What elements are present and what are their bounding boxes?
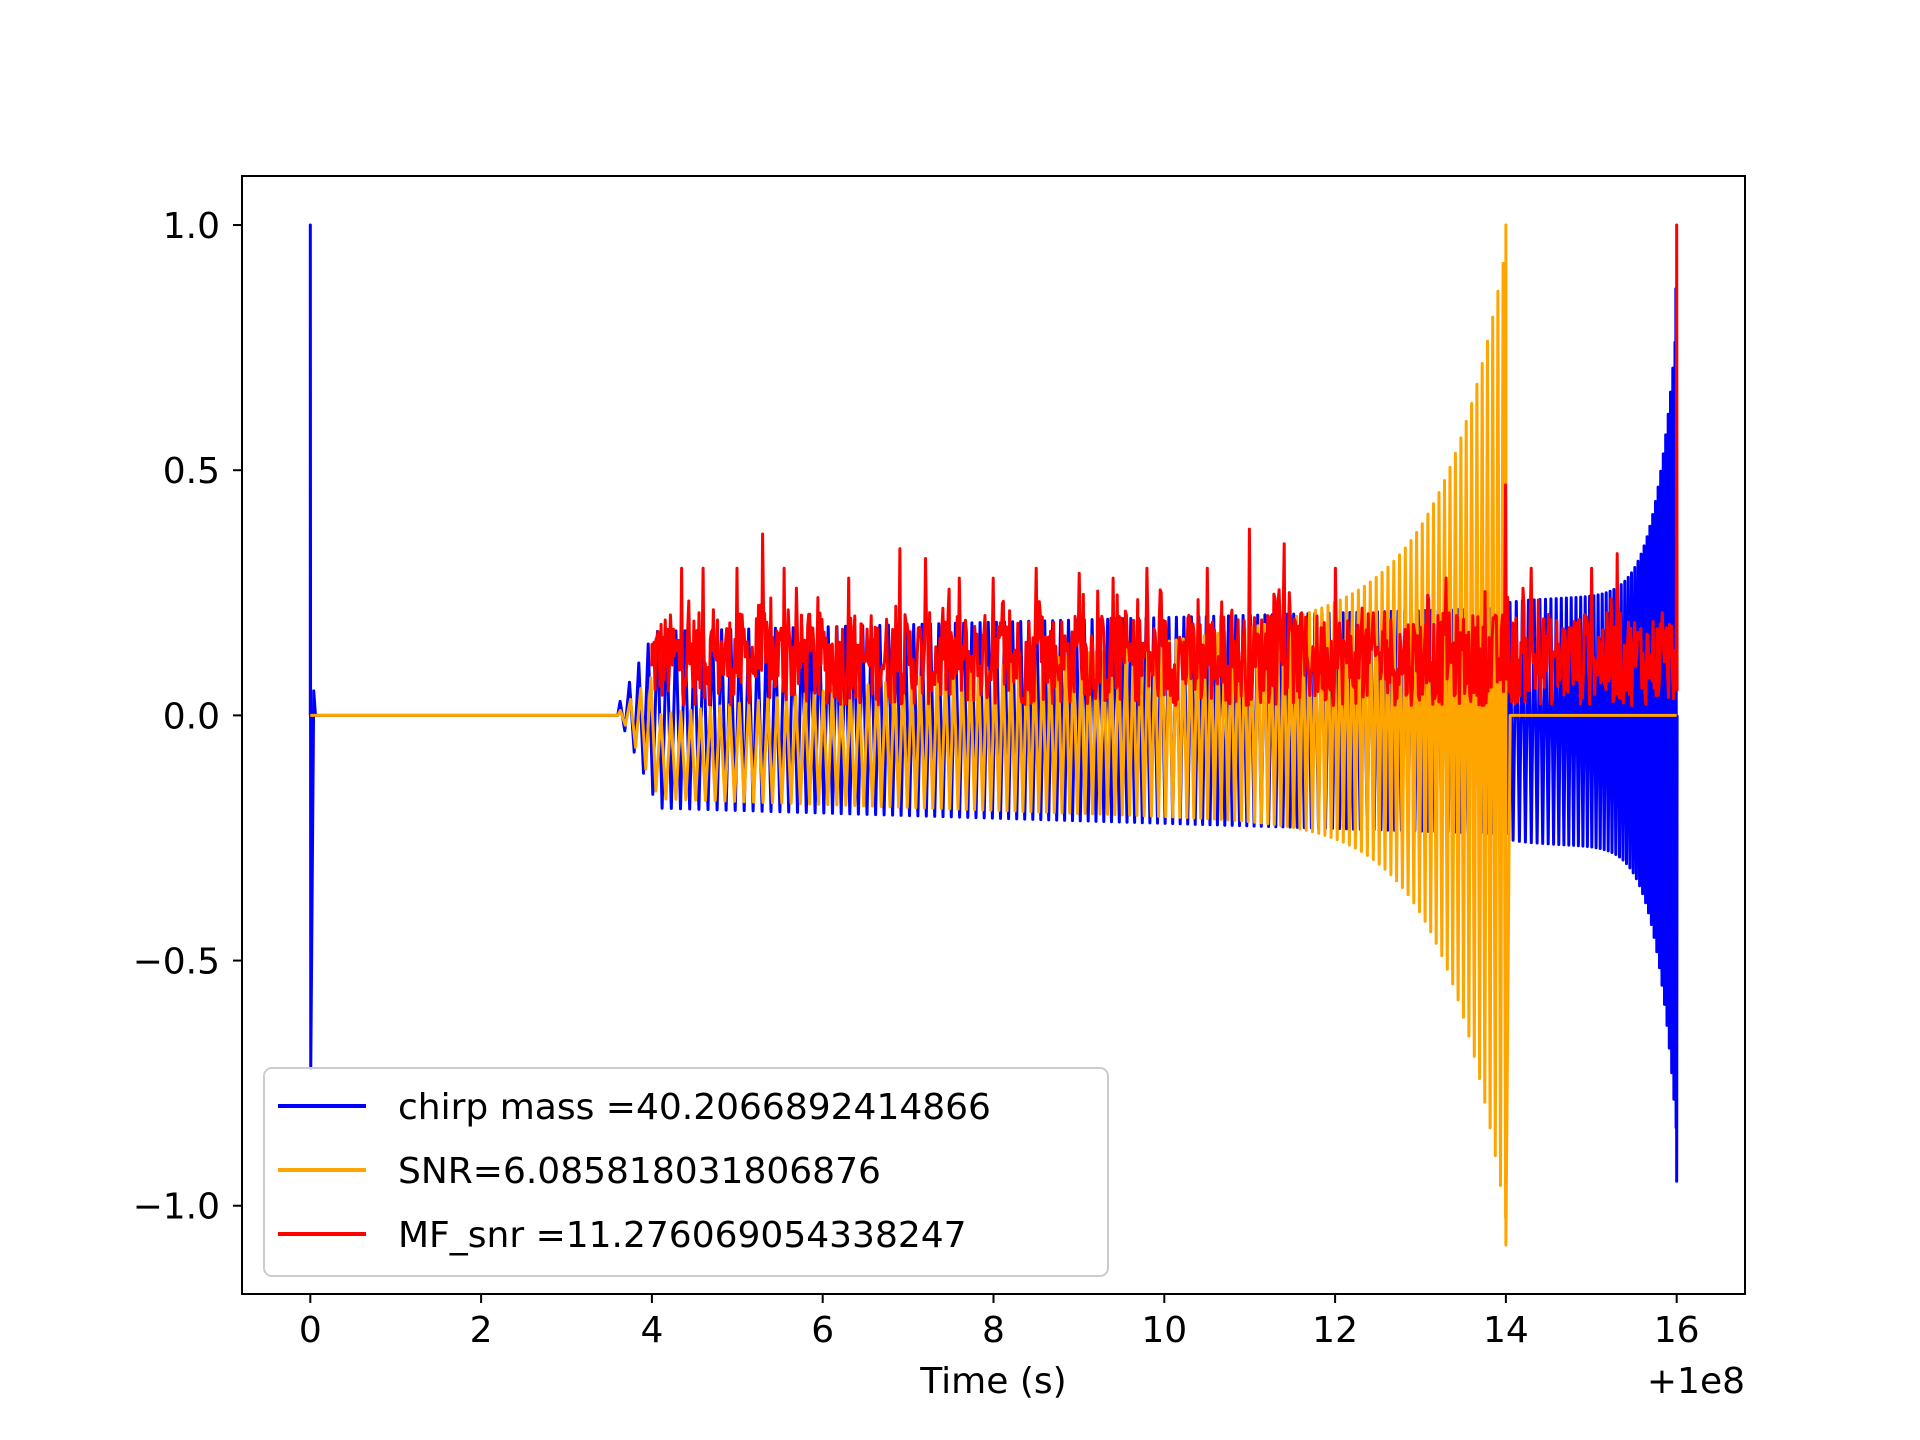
x-tick-label: 12: [1312, 1310, 1358, 1351]
x-tick-label: 14: [1483, 1310, 1529, 1351]
series-line-mf-snr: [650, 223, 1679, 707]
legend-label: chirp mass =40.2066892414866: [398, 1087, 991, 1128]
x-tick-label: 10: [1141, 1310, 1187, 1351]
series-line-snr: [310, 223, 1677, 1247]
x-tick-label: 0: [299, 1310, 322, 1351]
y-tick-label: 0.5: [163, 451, 220, 492]
legend-label: SNR=6.085818031806876: [398, 1151, 881, 1192]
x-offset-label: +1e8: [1647, 1361, 1745, 1402]
y-tick-label: 0.0: [163, 696, 220, 737]
y-tick-label: 1.0: [163, 206, 220, 247]
legend-label: MF_snr =11.276069054338247: [398, 1215, 967, 1256]
x-tick-label: 16: [1654, 1310, 1700, 1351]
legend-box: [263, 1067, 1109, 1277]
y-tick-label: −1.0: [133, 1187, 220, 1228]
x-tick-label: 2: [470, 1310, 493, 1351]
plot-area: [308, 223, 1679, 1247]
x-tick-label: 6: [811, 1310, 834, 1351]
legend: chirp mass =40.2066892414866 SNR=6.085818…: [263, 1067, 1109, 1277]
y-tick-label: −0.5: [133, 942, 220, 983]
x-axis-label: Time (s): [919, 1361, 1066, 1402]
x-tick-label: 4: [640, 1310, 663, 1351]
axes: 0 2 4 6 8 10 12 14 16 −1.0 −0.5 0.0 0.5 1.0 Time (s) +1…: [133, 175, 1746, 1402]
x-tick-label: 8: [982, 1310, 1005, 1351]
